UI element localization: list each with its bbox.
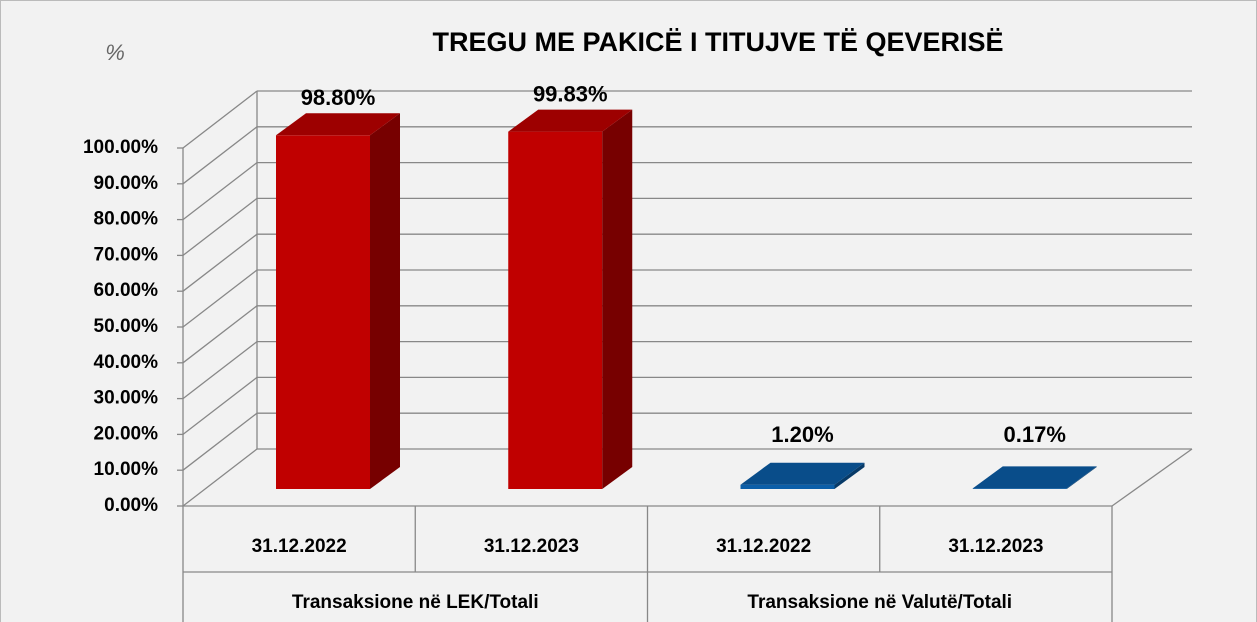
- y-tick-label: 30.00%: [94, 388, 159, 409]
- bar-side: [370, 113, 400, 490]
- y-tick-label: 0.00%: [104, 495, 158, 516]
- y-tick-label: 60.00%: [94, 280, 159, 301]
- data-label: 98.80%: [301, 85, 376, 110]
- grid-line: [182, 448, 258, 507]
- y-tick-label: 80.00%: [94, 209, 159, 230]
- y-tick-label: 70.00%: [94, 244, 159, 265]
- bar-side: [602, 109, 633, 490]
- grid-line: [182, 162, 258, 221]
- bar: [276, 135, 370, 489]
- x-tick-label: 31.12.2023: [484, 536, 579, 557]
- y-tick-label: 40.00%: [94, 352, 159, 373]
- x-tick-label: 31.12.2023: [948, 536, 1043, 557]
- y-tick-label: 50.00%: [94, 316, 159, 337]
- bar-top: [508, 109, 633, 132]
- bar-side: [834, 462, 865, 489]
- grid-line: [182, 197, 258, 256]
- grid-line: [182, 269, 258, 328]
- grid-line: [182, 341, 258, 400]
- bar-top: [972, 466, 1097, 489]
- group-label: Transaksione në Valutë/Totali: [747, 592, 1012, 613]
- grid-line: [182, 126, 258, 185]
- y-axis-label: %: [105, 40, 125, 65]
- group-label: Transaksione në LEK/Totali: [292, 592, 539, 613]
- bar-top: [740, 462, 865, 485]
- y-tick-label: 20.00%: [94, 423, 159, 444]
- data-label: 99.83%: [533, 81, 608, 106]
- bar-top: [276, 113, 400, 136]
- bar: [972, 488, 1067, 489]
- chart-title: TREGU ME PAKICË I TITUJVE TË QEVERISË: [432, 27, 1003, 57]
- grid-line: [182, 305, 258, 364]
- data-label: 0.17%: [1004, 422, 1066, 447]
- bar: [740, 484, 835, 489]
- x-tick-label: 31.12.2022: [716, 536, 811, 557]
- floor-right: [1111, 448, 1193, 507]
- y-tick-label: 90.00%: [94, 173, 159, 194]
- y-tick-label: 10.00%: [94, 459, 159, 480]
- grid-line: [182, 376, 258, 435]
- data-label: 1.20%: [771, 422, 833, 447]
- grid-line: [182, 412, 258, 471]
- bar-side: [1066, 466, 1097, 489]
- bar: [508, 131, 603, 490]
- x-tick-label: 31.12.2022: [252, 536, 347, 557]
- y-tick-label: 100.00%: [83, 137, 158, 158]
- grid-line: [182, 90, 258, 149]
- grid-line: [182, 233, 258, 292]
